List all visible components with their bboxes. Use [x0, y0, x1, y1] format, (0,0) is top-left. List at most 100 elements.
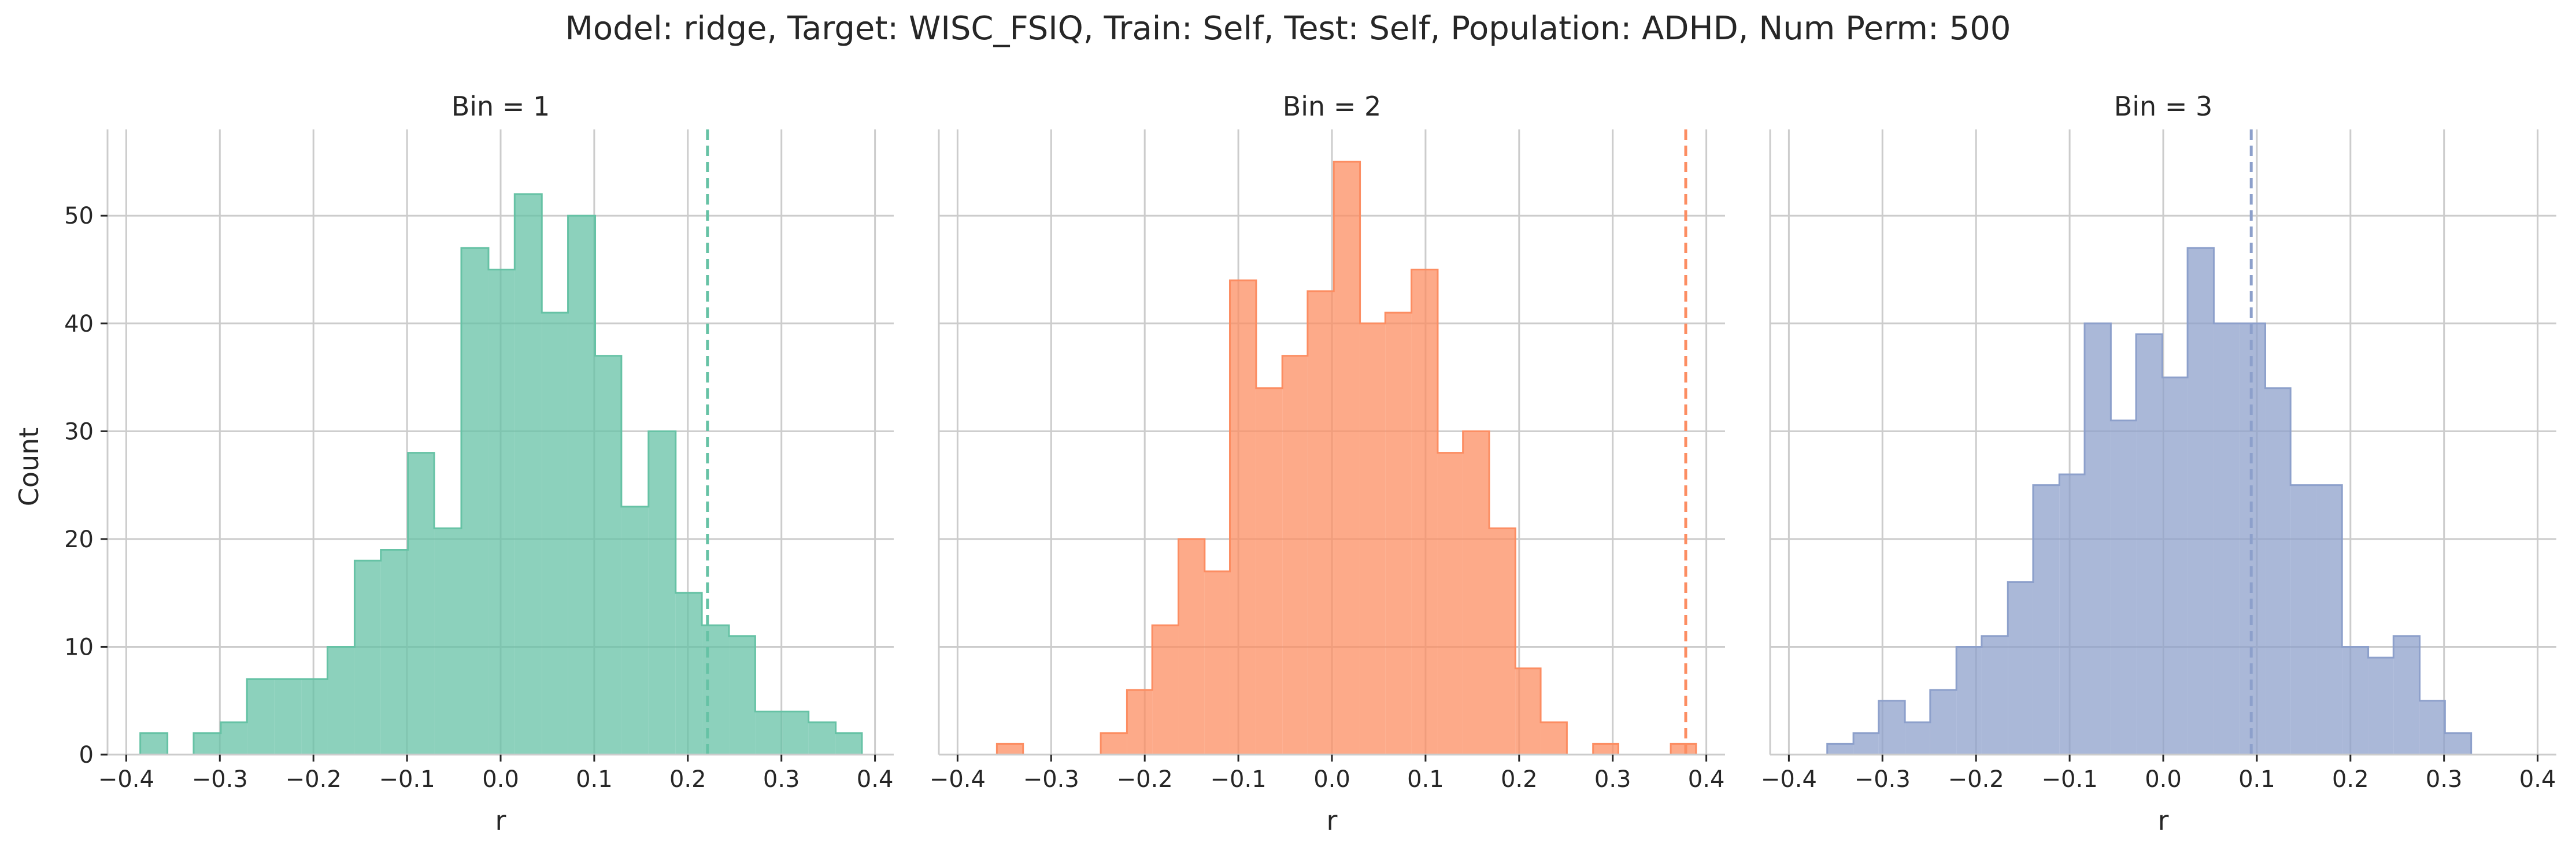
histogram-outline [1802, 247, 2473, 756]
x-tick-label: 0.0 [482, 766, 519, 793]
y-axis-label: Count [13, 428, 45, 507]
x-axis-label: r [495, 805, 506, 836]
x-tick-label: 0.4 [2519, 766, 2556, 793]
x-tick-label: −0.3 [1023, 766, 1079, 793]
histogram-bar [2188, 248, 2214, 755]
histogram-bar [1878, 700, 1905, 755]
histogram-bar [2111, 420, 2137, 755]
histogram-bar [2265, 388, 2291, 755]
panel-title: Bin = 1 [451, 91, 550, 122]
histogram-bar [2342, 647, 2368, 755]
histogram-bar [2136, 334, 2163, 755]
histogram-bar [301, 679, 328, 755]
histogram-bar [1905, 722, 1930, 755]
histogram-bar [542, 313, 568, 755]
histogram-bar [568, 216, 595, 755]
histogram-bar [2162, 377, 2188, 755]
histogram-bar [1282, 355, 1308, 755]
histogram-bar [434, 528, 461, 755]
x-tick-label: 0.3 [763, 766, 800, 793]
histogram-bar [2008, 582, 2033, 755]
histogram-bar [354, 560, 381, 755]
y-tick-label: 10 [64, 634, 94, 660]
x-tick-label: −0.2 [1117, 766, 1173, 793]
histogram-bar [140, 733, 168, 755]
histogram-bar [2316, 485, 2342, 755]
histogram-bar [755, 711, 783, 755]
panel-title: Bin = 2 [1283, 91, 1382, 122]
histogram-bar [220, 722, 247, 755]
histogram-bar [1489, 528, 1516, 755]
x-tick-label: 0.4 [1688, 766, 1725, 793]
histogram-bar [1437, 452, 1463, 755]
histogram-bar [2393, 636, 2420, 755]
x-tick-label: −0.3 [1855, 766, 1911, 793]
histogram-bar [1256, 388, 1283, 755]
histogram-bar [1671, 744, 1696, 755]
panel-bin-2: Bin = 2 r −0.4 −0.3 −0.2 −0.1 0.0 0.1 0.2 0.3 0.… [930, 91, 1725, 836]
histogram-bar [2419, 700, 2445, 755]
y-tick-label: 30 [64, 418, 94, 445]
histogram-bar [515, 194, 542, 755]
histogram-bar [595, 355, 621, 755]
histogram-bar [997, 744, 1023, 755]
x-tick-label: 0.0 [2145, 766, 2182, 793]
x-tick-label: −0.2 [286, 766, 342, 793]
x-tick-label: 0.2 [669, 766, 706, 793]
histogram-bar [1463, 431, 1489, 755]
histogram-bar [327, 647, 355, 755]
histogram-bar [1360, 323, 1386, 755]
y-tick-label: 20 [64, 526, 94, 553]
x-tick-label: −0.4 [1761, 766, 1817, 793]
histogram-bars [140, 194, 862, 755]
histogram-bar [2368, 658, 2394, 755]
histogram-bars [997, 161, 1696, 755]
histogram-bar [1981, 636, 2008, 755]
histogram-bar [835, 733, 862, 755]
x-tick-label: 0.3 [2426, 766, 2463, 793]
histogram-bar [2214, 323, 2240, 755]
x-axis-label: r [2158, 805, 2169, 836]
histogram-bar [274, 679, 302, 755]
panel-title: Bin = 3 [2114, 91, 2213, 122]
histogram-bar [1541, 722, 1567, 755]
histogram-bar [1827, 744, 1854, 755]
histogram-bar [1307, 291, 1334, 755]
x-tick-label: 0.1 [1407, 766, 1444, 793]
x-tick-label: 0.2 [2332, 766, 2369, 793]
histogram-bar [1411, 269, 1438, 755]
x-tick-label: 0.4 [857, 766, 894, 793]
histogram-bar [1385, 313, 1412, 755]
histogram-bar [2445, 733, 2471, 755]
histogram-bar [729, 636, 756, 755]
histogram-bar [808, 722, 836, 755]
figure-title: Model: ridge, Target: WISC_FSIQ, Train: … [565, 10, 2011, 47]
histogram-bar [2059, 474, 2085, 755]
histogram-bar [488, 269, 515, 755]
histogram-bar [1930, 690, 1957, 755]
histogram-bar [1334, 161, 1360, 755]
panel-bin-1: Bin = 1 r Count −0.4 −0.3 −0.2 −0.1 0.0 0.1 0.… [13, 91, 894, 836]
histogram-bar [621, 506, 649, 755]
histogram-outline [139, 193, 863, 756]
histogram-bar [1101, 733, 1127, 755]
histogram-bar [1853, 733, 1879, 755]
histogram-bar [675, 593, 702, 755]
x-tick-label: 0.1 [2238, 766, 2275, 793]
x-axis-label: r [1327, 805, 1338, 836]
histogram-bar [702, 625, 730, 755]
x-tick-label: −0.2 [1948, 766, 2004, 793]
y-tick-label: 50 [64, 203, 94, 229]
histogram-bar [380, 549, 408, 755]
histogram-bar [648, 431, 676, 755]
histogram-bar [1593, 744, 1619, 755]
histogram-bar [1515, 668, 1541, 755]
x-tick-label: −0.3 [192, 766, 248, 793]
x-tick-label: −0.4 [930, 766, 986, 793]
x-tick-label: −0.4 [98, 766, 154, 793]
x-tick-label: 0.1 [576, 766, 613, 793]
x-tick-label: −0.1 [1211, 766, 1267, 793]
histogram-bar [1204, 571, 1230, 755]
x-tick-label: 0.3 [1594, 766, 1631, 793]
